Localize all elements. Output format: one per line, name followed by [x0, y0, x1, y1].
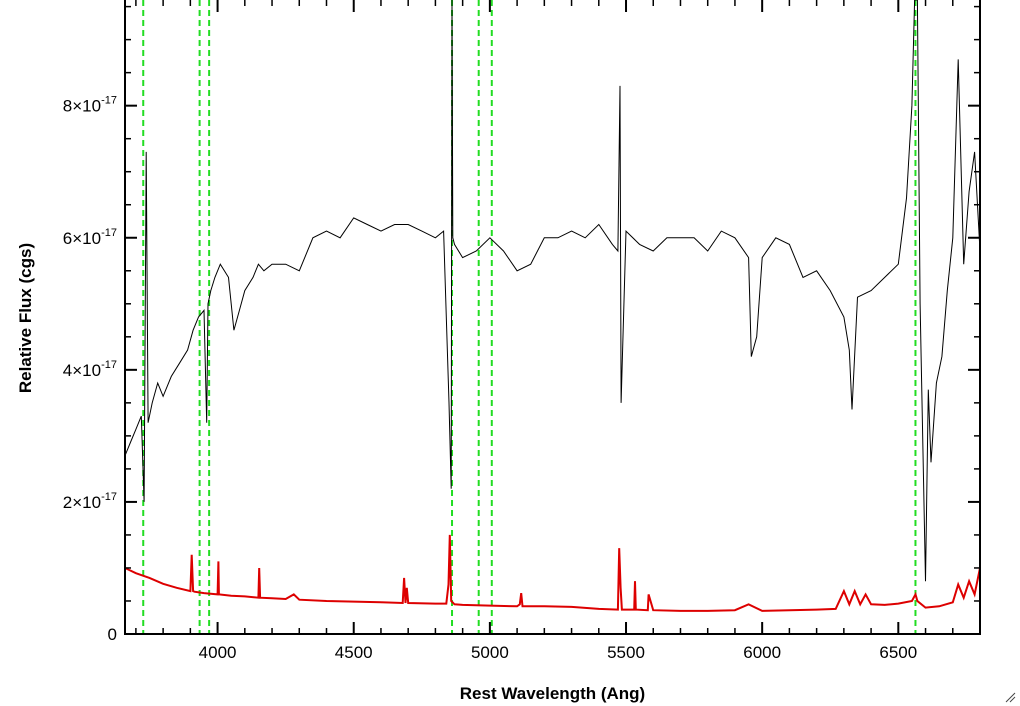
y-tick-label: 0 [108, 625, 117, 644]
x-tick-label: 5500 [607, 643, 645, 662]
x-axis-title: Rest Wavelength (Ang) [460, 684, 645, 703]
x-tick-label: 4500 [335, 643, 373, 662]
y-tick-label: 8×10-17 [63, 95, 117, 116]
y-tick-label: 4×10-17 [63, 359, 117, 380]
spectrum-error-line [125, 534, 980, 612]
y-axis-title: Relative Flux (cgs) [16, 243, 35, 393]
y-tick-label: 2×10-17 [63, 491, 117, 512]
plot-frame [124, 0, 981, 635]
x-tick-label: 6000 [743, 643, 781, 662]
x-tick-label: 5000 [471, 643, 509, 662]
y-axis: 0 2×10-17 4×10-17 6×10-17 8×10-17 [63, 5, 980, 644]
spectrum-flux-line [125, 0, 980, 582]
emission-line-markers [142, 0, 917, 634]
series-layer [125, 0, 980, 612]
y-tick-label: 6×10-17 [63, 227, 117, 248]
x-axis: 4000 4500 5000 5500 6000 6500 [135, 0, 954, 662]
x-tick-label: 4000 [199, 643, 237, 662]
resize-grip-icon[interactable] [1004, 691, 1016, 703]
x-tick-label: 6500 [879, 643, 917, 662]
